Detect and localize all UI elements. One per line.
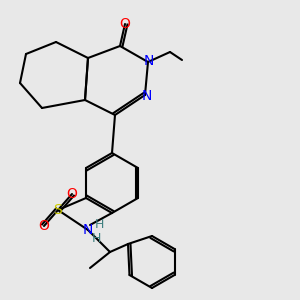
Text: H: H <box>94 218 104 230</box>
Text: O: O <box>67 187 77 201</box>
Text: O: O <box>39 219 50 233</box>
Text: O: O <box>120 17 130 31</box>
Text: S: S <box>54 203 62 217</box>
Text: H: H <box>91 232 101 244</box>
Text: N: N <box>142 89 152 103</box>
Text: N: N <box>83 223 93 237</box>
Text: N: N <box>144 54 154 68</box>
